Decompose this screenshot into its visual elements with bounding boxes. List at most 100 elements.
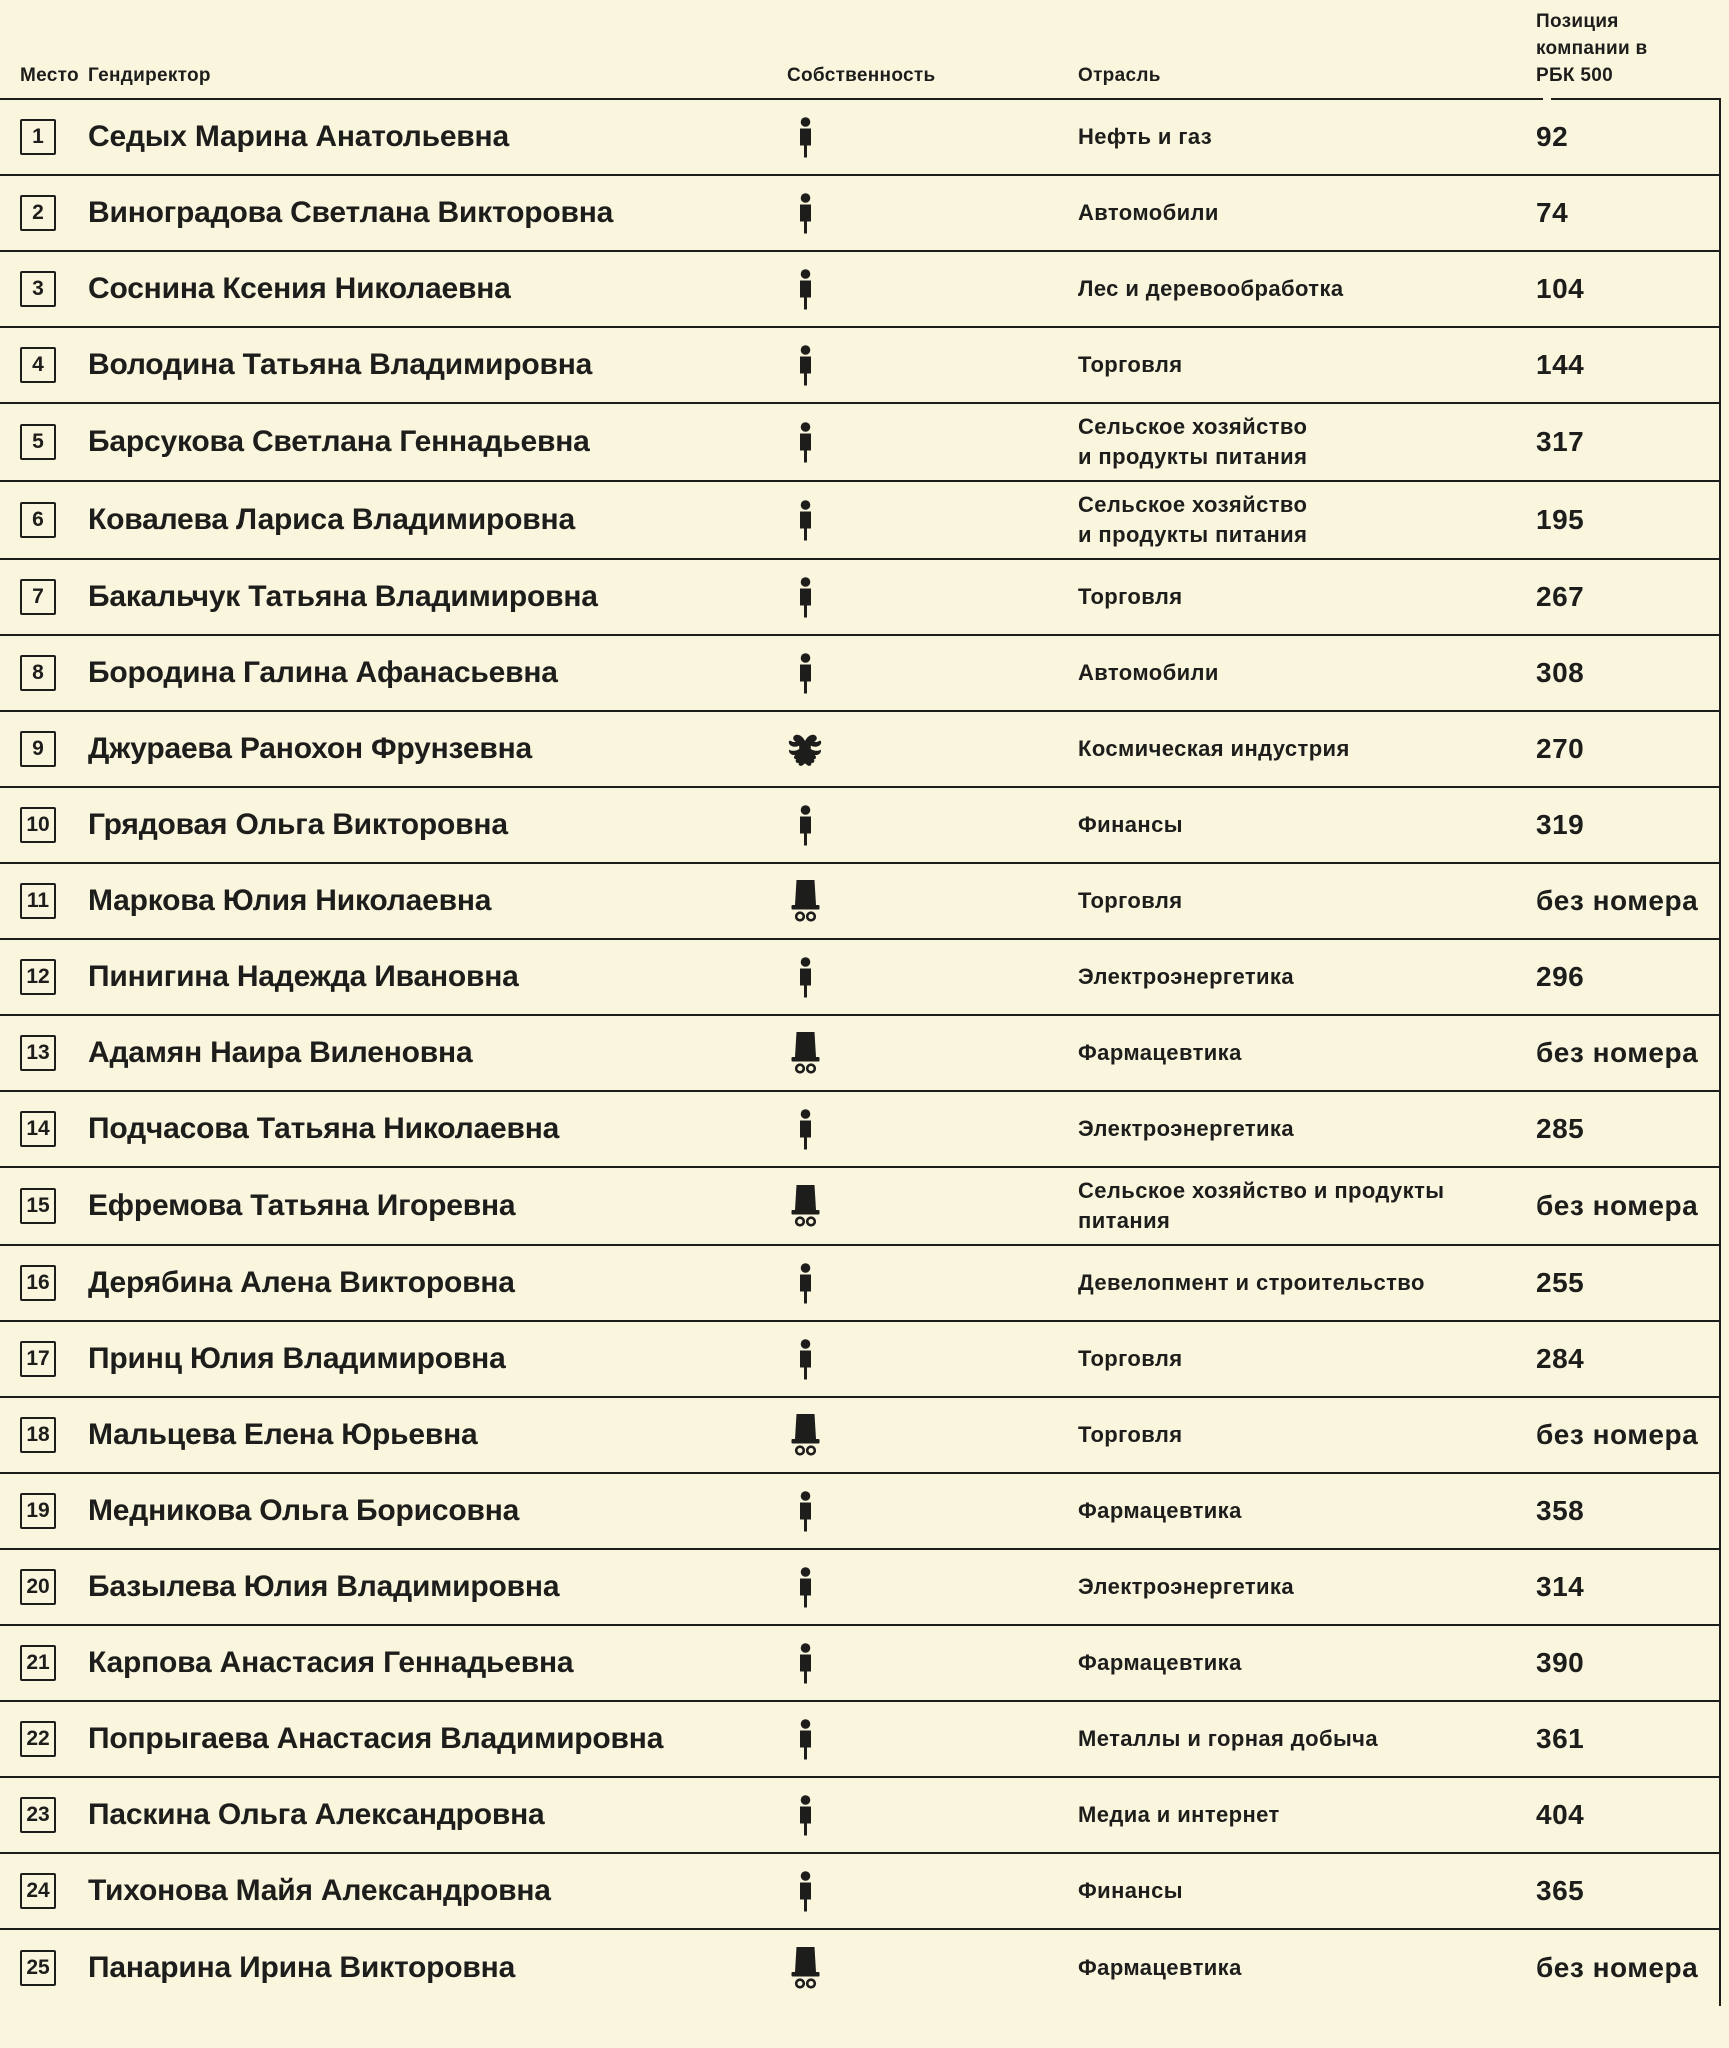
rank-badge: 3	[20, 271, 56, 307]
rank-badge: 13	[20, 1035, 56, 1071]
rank-badge: 4	[20, 347, 56, 383]
ceo-name: Бородина Галина Афанасьевна	[88, 656, 558, 689]
industry: Финансы	[1078, 1878, 1183, 1903]
industry: Электроэнергетика	[1078, 964, 1294, 989]
rank-badge: 20	[20, 1569, 56, 1605]
person-icon	[780, 956, 830, 998]
header-ownership: Собственность	[787, 65, 936, 86]
ownership-cell	[780, 421, 1078, 463]
rank-badge: 19	[20, 1493, 56, 1529]
rank-cell: 24	[0, 1873, 88, 1909]
rbc500-position: 319	[1536, 809, 1585, 840]
industry: Медиа и интернет	[1078, 1802, 1280, 1827]
ceo-name: Панарина Ирина Викторовна	[88, 1951, 516, 1984]
ownership-cell	[780, 116, 1078, 158]
ceo-name: Володина Татьяна Владимировна	[88, 348, 593, 381]
industry: Фармацевтика	[1078, 1955, 1242, 1980]
rank-cell: 2	[0, 195, 88, 231]
ownership-cell	[780, 1718, 1078, 1760]
table-row: 7 Бакальчук Татьяна Владимировна Торговля 2…	[0, 560, 1719, 636]
person-icon	[780, 576, 830, 618]
rank-badge: 17	[20, 1341, 56, 1377]
person-icon	[780, 1490, 830, 1532]
rank-cell: 11	[0, 883, 88, 919]
ownership-cell	[780, 1262, 1078, 1304]
table-row: 14 Подчасова Татьяна Николаевна Электроэне…	[0, 1092, 1719, 1168]
header-rank: Место	[20, 65, 79, 86]
table-row: 25 Панарина Ирина Викторовна Фармацевтика б…	[0, 1930, 1719, 2006]
ceo-name: Грядовая Ольга Викторовна	[88, 808, 508, 841]
table-row: 2 Виноградова Светлана Викторовна Автомоби…	[0, 176, 1719, 252]
rank-cell: 8	[0, 655, 88, 691]
ownership-cell	[780, 1870, 1078, 1912]
rank-badge: 14	[20, 1111, 56, 1147]
table-body: 1 Седых Марина Анатольевна Нефть и газ 92 2 В…	[0, 100, 1721, 2006]
rbc500-position: 92	[1536, 121, 1569, 152]
ceo-name: Медникова Ольга Борисовна	[88, 1494, 520, 1527]
table-row: 10 Грядовая Ольга Викторовна Финансы 319	[0, 788, 1719, 864]
rank-badge: 24	[20, 1873, 56, 1909]
rank-badge: 2	[20, 195, 56, 231]
ownership-cell	[780, 1108, 1078, 1150]
ownership-cell	[780, 1642, 1078, 1684]
header-position: Позиция компании в РБК 500	[1536, 11, 1648, 86]
rbc500-position: без номера	[1536, 1037, 1699, 1068]
rank-badge: 18	[20, 1417, 56, 1453]
rank-cell: 20	[0, 1569, 88, 1605]
rank-cell: 18	[0, 1417, 88, 1453]
rank-badge: 23	[20, 1797, 56, 1833]
rank-badge: 25	[20, 1950, 56, 1986]
industry: Торговля	[1078, 888, 1183, 913]
person-icon	[780, 1262, 830, 1304]
industry: Нефть и газ	[1078, 124, 1213, 149]
rank-badge: 5	[20, 424, 56, 460]
industry: Автомобили	[1078, 660, 1219, 685]
ownership-cell	[780, 344, 1078, 386]
ceo-name: Попрыгаева Анастасия Владимировна	[88, 1722, 664, 1755]
table-row: 24 Тихонова Майя Александровна Финансы 365	[0, 1854, 1719, 1930]
table-row: 21 Карпова Анастасия Геннадьевна Фармацевт…	[0, 1626, 1719, 1702]
ownership-cell	[780, 732, 1078, 767]
person-icon	[780, 804, 830, 846]
table-row: 13 Адамян Наира Виленовна Фармацевтика без …	[0, 1016, 1719, 1092]
table-row: 20 Базылева Юлия Владимировна Электроэнерг…	[0, 1550, 1719, 1626]
industry: Сельское хозяйство и продукты питания	[1078, 492, 1308, 547]
ceo-name: Пинигина Надежда Ивановна	[88, 960, 519, 993]
rank-cell: 22	[0, 1721, 88, 1757]
industry: Электроэнергетика	[1078, 1116, 1294, 1141]
rbc500-position: 314	[1536, 1571, 1585, 1602]
rbc500-position: 358	[1536, 1495, 1585, 1526]
rank-cell: 10	[0, 807, 88, 843]
rank-badge: 15	[20, 1188, 56, 1224]
rank-cell: 13	[0, 1035, 88, 1071]
ownership-cell	[780, 1414, 1078, 1456]
rbc500-position: без номера	[1536, 1952, 1699, 1983]
rank-badge: 22	[20, 1721, 56, 1757]
manager-chair-icon	[780, 1947, 830, 1989]
rbc500-position: 255	[1536, 1267, 1585, 1298]
rank-cell: 4	[0, 347, 88, 383]
rank-cell: 14	[0, 1111, 88, 1147]
ceo-name: Виноградова Светлана Викторовна	[88, 196, 614, 229]
ownership-cell	[780, 268, 1078, 310]
rbc500-position: 74	[1536, 197, 1569, 228]
rank-cell: 19	[0, 1493, 88, 1529]
table-row: 12 Пинигина Надежда Ивановна Электроэнерге…	[0, 940, 1719, 1016]
ceo-name: Ковалева Лариса Владимировна	[88, 503, 575, 536]
rank-badge: 7	[20, 579, 56, 615]
ownership-cell	[780, 1185, 1078, 1227]
table-row: 22 Попрыгаева Анастасия Владимировна Метал…	[0, 1702, 1719, 1778]
person-icon	[780, 1718, 830, 1760]
rbc500-position: 390	[1536, 1647, 1585, 1678]
industry: Сельское хозяйство и продукты питания	[1078, 414, 1308, 469]
industry: Сельское хозяйство и продукты питания	[1078, 1178, 1445, 1233]
rank-badge: 16	[20, 1265, 56, 1301]
industry: Торговля	[1078, 584, 1183, 609]
ceo-name: Дерябина Алена Викторовна	[88, 1266, 515, 1299]
person-icon	[780, 344, 830, 386]
table-row: 23 Паскина Ольга Александровна Медиа и инт…	[0, 1778, 1719, 1854]
person-icon	[780, 192, 830, 234]
ceo-name: Паскина Ольга Александровна	[88, 1798, 545, 1831]
ownership-cell	[780, 499, 1078, 541]
rank-cell: 21	[0, 1645, 88, 1681]
